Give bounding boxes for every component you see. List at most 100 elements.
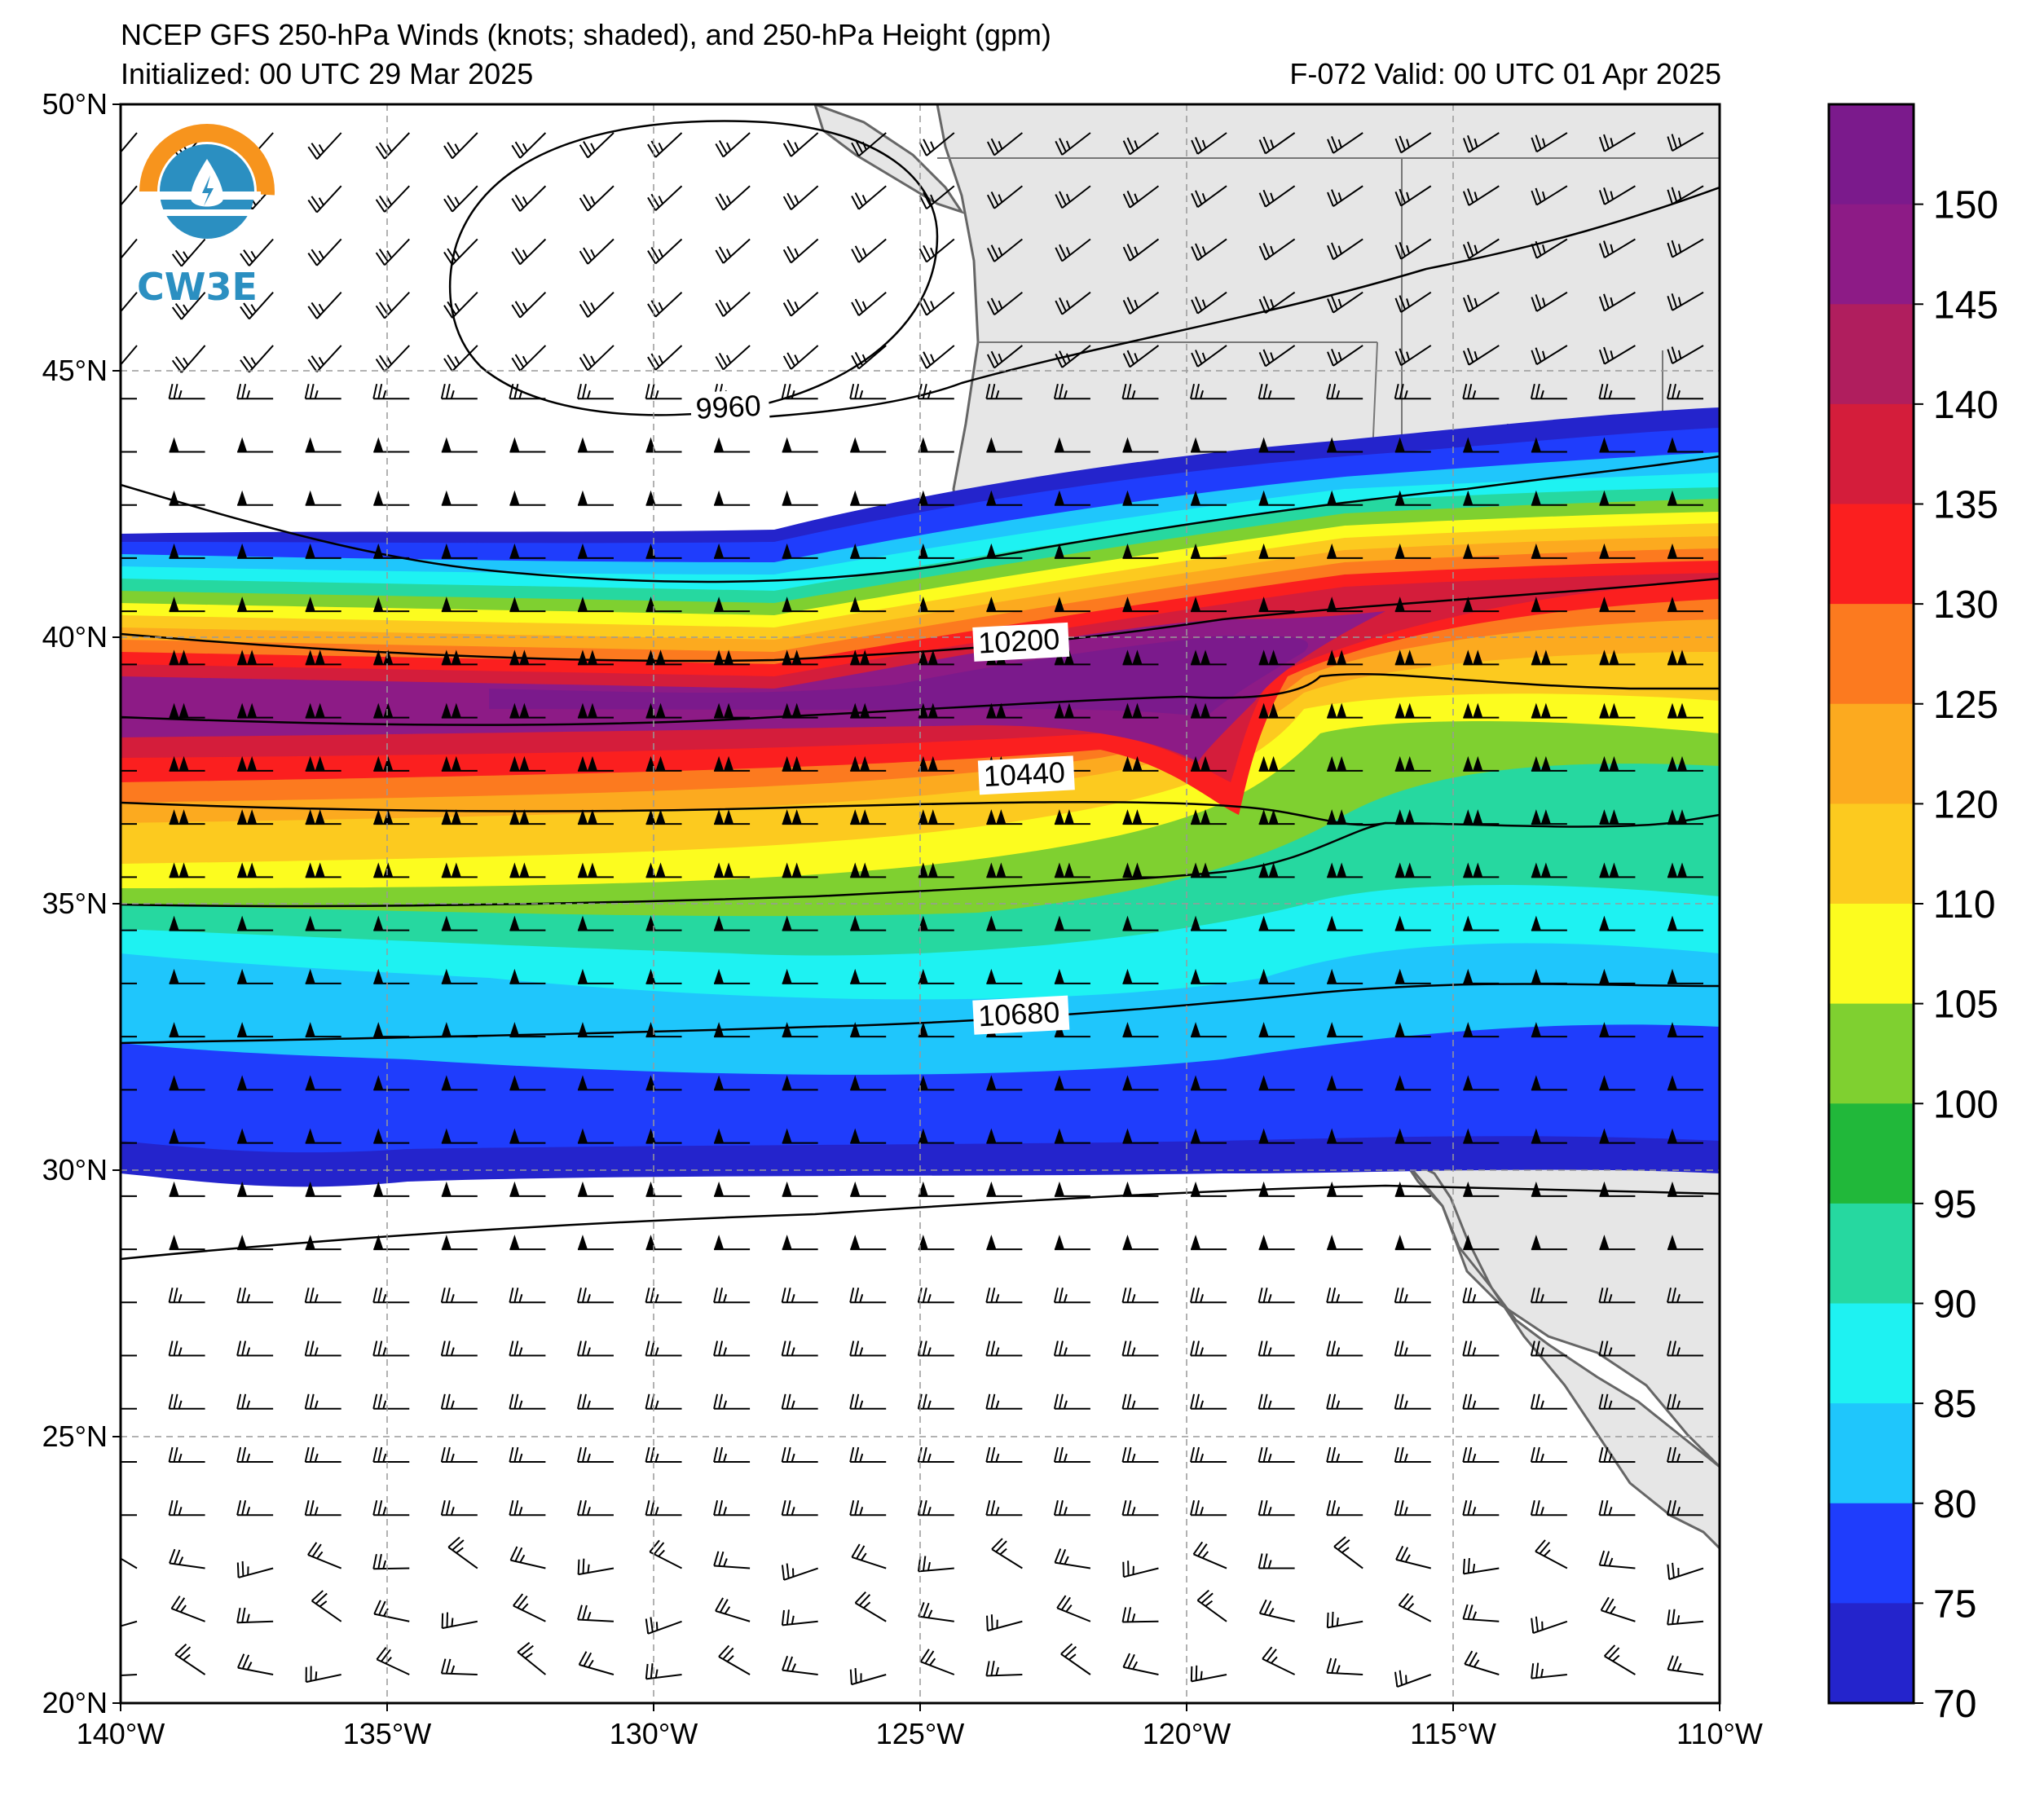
wind-barb — [1258, 238, 1296, 261]
initialized-time: Initialized: 00 UTC 29 Mar 2025 — [121, 57, 534, 90]
wind-barb — [509, 1446, 546, 1464]
wind-barb — [645, 809, 682, 825]
wind-barb — [237, 1128, 274, 1144]
wind-barb — [1327, 238, 1363, 261]
wind-barb — [1599, 968, 1636, 984]
wind-barb — [375, 238, 410, 266]
wind-barb — [375, 345, 410, 372]
wind-barb — [1053, 1288, 1090, 1304]
wind-barb — [849, 383, 887, 400]
wind-barb — [851, 185, 887, 210]
wind-barb — [1054, 543, 1090, 559]
wind-barb — [376, 1647, 410, 1675]
wind-barb — [443, 238, 478, 266]
wind-barb — [1258, 1446, 1295, 1464]
wind-barb — [1531, 1662, 1567, 1679]
wind-barb — [1258, 490, 1295, 506]
wind-barb — [1258, 596, 1295, 613]
wind-barb — [918, 649, 954, 666]
wind-barb — [1463, 862, 1500, 878]
wind-barb — [1598, 291, 1636, 312]
wind-barb — [373, 809, 410, 825]
wind-barb — [782, 185, 819, 211]
wind-barb — [1531, 915, 1567, 931]
wind-barb — [645, 1288, 682, 1304]
wind-barb — [991, 1538, 1023, 1569]
wind-barb — [1122, 185, 1160, 209]
valid-time: F-072 Valid: 00 UTC 01 Apr 2025 — [1289, 57, 1721, 90]
wind-barb — [577, 809, 614, 825]
wind-barb — [578, 1651, 615, 1675]
wind-barb — [1530, 383, 1567, 400]
wind-barb — [918, 490, 954, 506]
wind-barb — [576, 1288, 614, 1304]
wind-barb — [649, 1539, 682, 1569]
wind-barb — [236, 1340, 274, 1357]
wind-barb — [577, 437, 614, 453]
wind-barb — [1327, 968, 1363, 984]
wind-barb — [919, 1649, 955, 1675]
wind-barb — [1599, 809, 1636, 825]
wind-barb — [1258, 1235, 1295, 1251]
wind-barb — [579, 292, 615, 318]
wind-barb — [1122, 1560, 1159, 1578]
wind-barb — [1531, 238, 1568, 259]
wind-barb — [1462, 132, 1500, 153]
wind-barb — [1056, 1595, 1091, 1622]
wind-barb — [579, 238, 615, 265]
wind-barb — [849, 1668, 887, 1686]
wind-barb — [986, 291, 1023, 316]
wind-barb — [714, 490, 751, 506]
wind-barb — [577, 1235, 614, 1251]
wind-barb — [373, 1181, 410, 1197]
wind-barb — [850, 437, 887, 453]
wind-barb — [121, 398, 137, 400]
wind-barb — [782, 649, 818, 666]
wind-barb — [850, 809, 887, 825]
wind-barb — [645, 1128, 682, 1144]
wind-barb — [1667, 1235, 1703, 1251]
colorbar-swatch — [1829, 1503, 1914, 1605]
wind-barb — [1122, 1235, 1159, 1251]
wind-barb — [645, 1500, 682, 1516]
colorbar-tick-label: 145 — [1933, 284, 1998, 327]
wind-barb — [511, 132, 547, 159]
wind-barb — [1327, 437, 1363, 453]
wind-barb — [509, 1288, 546, 1304]
wind-barb — [307, 185, 342, 213]
lon-tick-label: 135°W — [343, 1717, 431, 1750]
wind-barb — [1463, 755, 1500, 772]
wind-barb — [986, 809, 1023, 825]
lat-lon-grid — [121, 104, 1720, 1703]
wind-barb — [1054, 968, 1090, 984]
wind-barb — [1599, 915, 1636, 931]
wind-barb — [647, 185, 683, 211]
wind-barb — [240, 345, 274, 373]
colorbar-swatch — [1829, 1103, 1914, 1204]
wind-barb — [169, 862, 205, 878]
wind-barb — [1394, 1235, 1431, 1251]
wind-barb — [305, 809, 341, 825]
wind-barb — [304, 1446, 341, 1464]
wind-barb — [918, 291, 955, 316]
wind-barb — [240, 238, 274, 266]
wind-barb — [307, 292, 342, 319]
wind-barb — [577, 543, 614, 559]
wind-barb — [372, 1288, 410, 1304]
wind-barb — [1463, 1075, 1500, 1091]
wind-barb — [1530, 1288, 1567, 1304]
wind-barb — [1462, 345, 1500, 366]
contour-label-text: 10200 — [977, 622, 1060, 659]
wind-barb — [1599, 490, 1636, 506]
wind-barb — [714, 596, 751, 613]
wind-barb — [854, 1591, 887, 1622]
wind-barb — [443, 185, 478, 213]
wind-barb — [1463, 649, 1500, 666]
wind-barb — [509, 543, 546, 559]
lon-tick-label: 120°W — [1143, 1717, 1231, 1750]
wind-barb — [1053, 1393, 1090, 1410]
wind-barb — [305, 649, 341, 666]
wind-barb — [1535, 1539, 1568, 1569]
colorbar-tick-label: 85 — [1933, 1383, 1976, 1426]
wind-barb — [714, 649, 751, 666]
